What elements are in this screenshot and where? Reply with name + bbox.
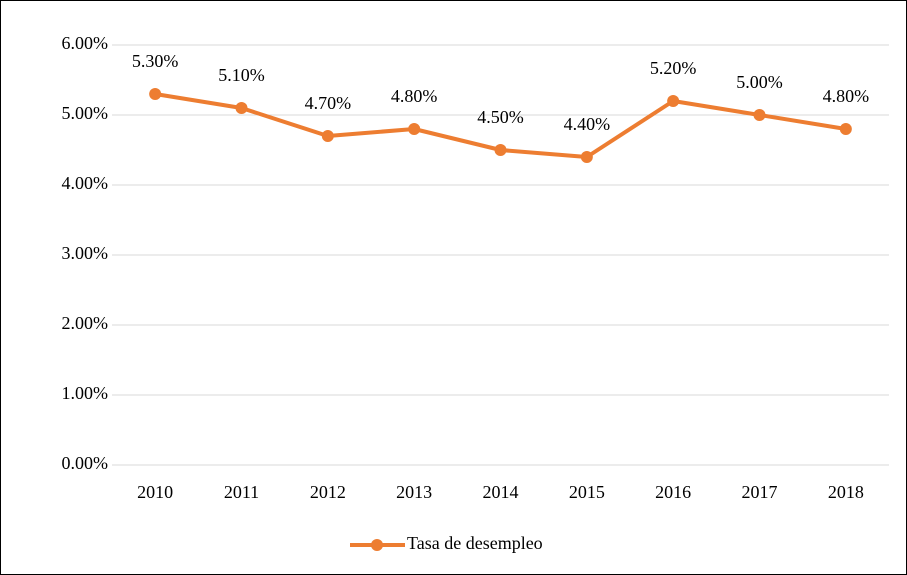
x-tick-label: 2014 — [483, 482, 519, 502]
y-tick-label: 1.00% — [62, 383, 109, 403]
y-tick-label: 5.00% — [62, 103, 109, 123]
point — [667, 95, 680, 107]
point — [494, 144, 507, 156]
data-label: 4.80% — [391, 86, 438, 106]
point — [321, 130, 334, 142]
x-tick-label: 2010 — [137, 482, 173, 502]
x-tick-label: 2012 — [310, 482, 346, 502]
data-label: 4.70% — [305, 93, 352, 113]
data-label: 4.80% — [823, 86, 870, 106]
x-tick-label: 2016 — [655, 482, 691, 502]
point — [408, 123, 421, 135]
x-tick-label: 2013 — [396, 482, 432, 502]
y-tick-label: 2.00% — [62, 313, 109, 333]
data-label: 5.10% — [218, 65, 265, 85]
y-tick-label: 0.00% — [62, 453, 109, 473]
point — [753, 109, 766, 121]
point — [580, 151, 593, 163]
data-label: 4.40% — [564, 114, 611, 134]
legend-marker — [371, 539, 383, 551]
y-tick-label: 6.00% — [62, 33, 109, 53]
point — [149, 88, 162, 100]
x-tick-label: 2018 — [828, 482, 864, 502]
x-tick-label: 2017 — [742, 482, 778, 502]
x-tick-label: 2011 — [224, 482, 259, 502]
point — [235, 102, 248, 114]
data-label: 5.00% — [736, 72, 783, 92]
y-tick-label: 3.00% — [62, 243, 109, 263]
data-label: 4.50% — [477, 107, 524, 127]
x-tick-label: 2015 — [569, 482, 605, 502]
data-label: 5.30% — [132, 51, 179, 71]
legend-label: Tasa de desempleo — [407, 533, 543, 553]
point — [839, 123, 852, 135]
data-label: 5.20% — [650, 58, 697, 78]
y-tick-label: 4.00% — [62, 173, 109, 193]
